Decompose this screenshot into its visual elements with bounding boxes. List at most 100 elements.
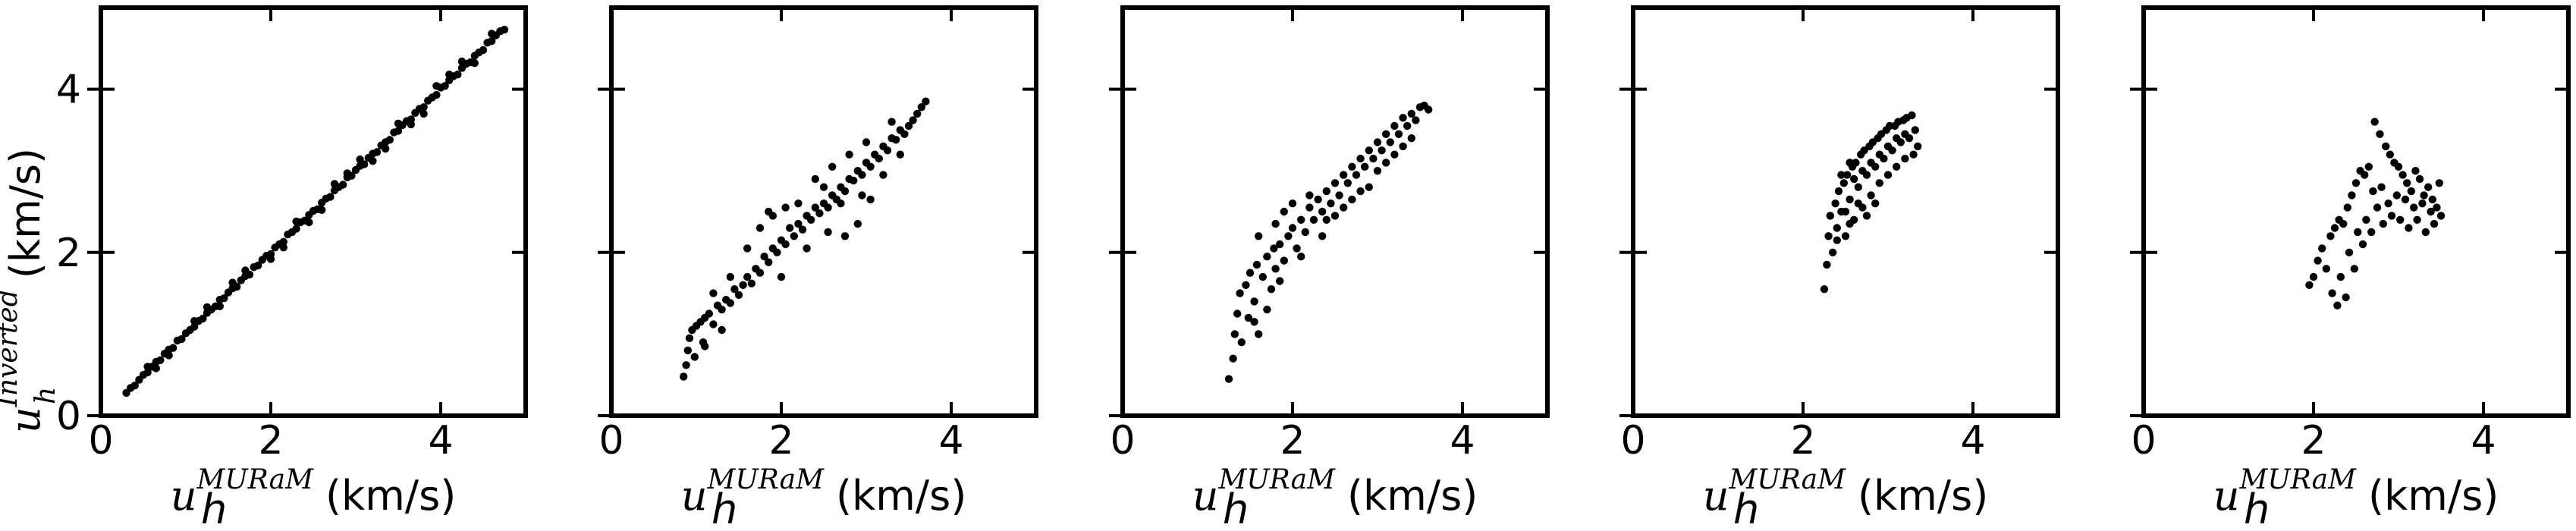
data-point [2330,224,2339,232]
data-point [2430,219,2439,228]
data-point [330,180,339,188]
x-tick-label: 0 [2131,418,2156,463]
x-label-symbol: u [171,472,197,520]
svg-text:h: h [30,387,61,404]
data-point [2328,289,2336,297]
plot-frame [609,5,1038,418]
data-point [1425,105,1433,114]
data-point [1867,159,1875,167]
data-point [803,244,811,253]
data-point [1322,187,1331,196]
data-point [419,109,428,118]
data-point [862,138,871,146]
data-point [837,200,845,208]
data-point [1250,318,1258,326]
data-point [2358,240,2367,249]
y-tick-label: 0 [56,394,81,439]
data-point [369,157,377,165]
data-point [866,162,875,171]
data-point [1883,142,1893,151]
data-point [143,368,152,377]
data-point [1330,212,1340,220]
data-point [2342,293,2350,302]
x-axis-label: uMURaM (km/s) [171,464,457,520]
data-point [739,281,747,289]
x-tick-label: 2 [258,418,283,463]
data-point [1340,171,1348,179]
data-point [811,203,820,212]
data-point [2392,191,2401,200]
data-point [726,299,734,307]
data-point [407,120,415,129]
data-point [1335,191,1343,200]
data-point [1271,219,1280,228]
data-point [1263,305,1271,314]
data-point [1846,195,1854,204]
data-point [2387,212,2396,220]
data-point [2420,191,2428,200]
data-point [1255,330,1263,338]
data-point [445,71,454,79]
data-point [2309,272,2318,281]
data-point [690,353,699,361]
x-label-unit: (km/s) [2368,472,2499,520]
data-point [1826,212,1834,220]
data-point [2318,244,2326,253]
data-point [394,119,403,127]
data-point [2370,118,2379,126]
data-point [2405,224,2413,232]
x-tick-label: 0 [1620,418,1645,463]
x-axis-label: uMURaM (km/s) [1192,464,1478,520]
data-point [457,57,467,66]
data-point [1914,142,1922,151]
data-point [1909,150,1918,159]
data-point [2339,219,2348,228]
data-point [913,109,922,118]
data-point [765,258,773,266]
data-point [896,150,905,159]
data-point [1908,111,1916,120]
plot-frame [2141,5,2571,418]
data-point [1288,200,1297,208]
data-point [743,272,752,281]
data-point [705,309,713,318]
data-point [385,136,394,144]
data-point [1280,207,1289,216]
data-point [685,334,694,342]
x-axis-label: uMURaM (km/s) [1703,464,1989,520]
data-point [1837,171,1846,179]
plot-frame [1120,5,1550,418]
data-point [726,272,734,281]
data-point [734,291,743,299]
data-point [2364,162,2373,171]
data-point [1276,240,1284,249]
data-point [1352,171,1361,179]
data-point [2410,203,2418,212]
x-tick-label: 4 [428,418,453,463]
data-point [2407,187,2415,196]
data-point [1833,236,1841,244]
data-point [922,97,930,105]
data-point [1327,200,1335,208]
x-label-sup: MURaM [1728,464,1846,495]
data-point [1348,162,1356,171]
data-point [2314,256,2322,265]
data-point [2396,215,2405,224]
data-point [747,279,756,287]
x-label-sub: h [1733,485,1759,531]
data-point [382,144,390,153]
data-point [1841,207,1850,216]
y-tick-label: 4 [56,68,81,113]
data-point [850,176,858,185]
data-point [2305,281,2314,289]
data-point [1820,285,1829,294]
x-label-sup: MURaM [2238,464,2357,495]
data-point [2436,212,2446,220]
data-point [479,46,488,55]
x-label-sup: MURaM [1217,464,1336,495]
x-tick-label: 4 [2471,418,2496,463]
data-point [343,169,351,178]
data-point [824,228,832,237]
y-label-unit: (km/s) [2,148,49,278]
x-tick-label: 2 [1790,418,1815,463]
